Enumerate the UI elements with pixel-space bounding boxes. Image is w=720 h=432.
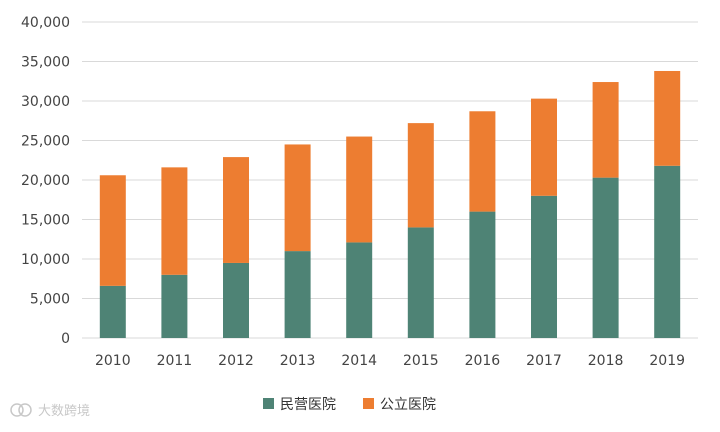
y-tick-label: 40,000 xyxy=(21,15,70,31)
bar-public-2014 xyxy=(346,136,373,243)
y-tick-label: 35,000 xyxy=(21,55,70,71)
bars xyxy=(99,70,681,338)
bar-private-2018 xyxy=(592,177,619,338)
x-tick-label: 2019 xyxy=(649,353,685,369)
bar-public-2010 xyxy=(99,175,126,286)
y-tick-label: 15,000 xyxy=(21,213,70,229)
y-tick-label: 5,000 xyxy=(30,292,70,308)
x-tick-label: 2018 xyxy=(588,353,624,369)
watermark-logo-icon xyxy=(10,403,32,417)
bar-public-2018 xyxy=(592,82,619,178)
y-tick-label: 0 xyxy=(61,331,70,347)
legend-swatch-public xyxy=(363,398,374,409)
x-tick-label: 2015 xyxy=(403,353,439,369)
bar-private-2010 xyxy=(99,285,126,338)
legend-swatch-private xyxy=(263,398,274,409)
y-axis-labels: 0 5,000 10,000 15,000 20,000 25,000 30,000 35,0… xyxy=(21,15,70,347)
bar-public-2013 xyxy=(284,144,311,252)
legend: 民营医院 公立医院 xyxy=(263,397,436,413)
y-tick-label: 10,000 xyxy=(21,252,70,268)
bar-public-2011 xyxy=(161,167,188,275)
bar-private-2012 xyxy=(223,262,249,338)
bar-public-2016 xyxy=(469,111,496,212)
watermark: 大数跨境 xyxy=(10,403,90,419)
x-tick-label: 2010 xyxy=(95,353,131,369)
bar-private-2013 xyxy=(284,251,311,338)
y-tick-label: 20,000 xyxy=(21,173,70,189)
x-tick-label: 2016 xyxy=(465,353,501,369)
x-tick-label: 2014 xyxy=(341,353,377,369)
bar-public-2019 xyxy=(654,70,681,166)
bar-private-2015 xyxy=(407,227,434,338)
y-tick-label: 30,000 xyxy=(21,94,70,110)
bar-private-2017 xyxy=(531,195,557,338)
bar-private-2019 xyxy=(654,165,681,338)
x-tick-label: 2017 xyxy=(526,353,562,369)
x-tick-label: 2012 xyxy=(218,353,254,369)
watermark-text: 大数跨境 xyxy=(38,404,90,419)
bar-public-2012 xyxy=(223,157,249,263)
bar-public-2015 xyxy=(407,123,434,228)
legend-label-public: 公立医院 xyxy=(380,397,436,413)
bar-private-2011 xyxy=(161,274,188,338)
x-tick-label: 2011 xyxy=(157,353,193,369)
x-tick-label: 2013 xyxy=(280,353,316,369)
y-tick-label: 25,000 xyxy=(21,134,70,150)
bar-private-2014 xyxy=(346,242,373,338)
x-axis-labels: 2010 2011 2012 2013 2014 2015 2016 2017 2018 2019 xyxy=(95,353,685,369)
bar-public-2017 xyxy=(531,98,557,196)
legend-label-private: 民营医院 xyxy=(280,397,336,413)
bar-private-2016 xyxy=(469,211,496,338)
